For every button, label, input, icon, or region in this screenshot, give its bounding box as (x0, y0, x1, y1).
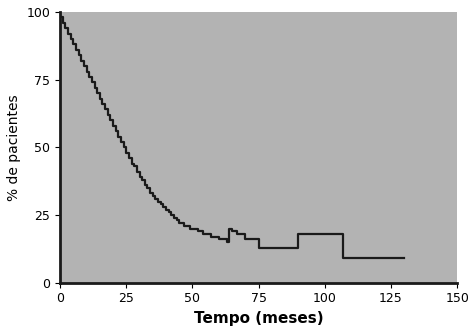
Y-axis label: % de pacientes: % de pacientes (7, 94, 21, 201)
X-axis label: Tempo (meses): Tempo (meses) (194, 311, 323, 326)
